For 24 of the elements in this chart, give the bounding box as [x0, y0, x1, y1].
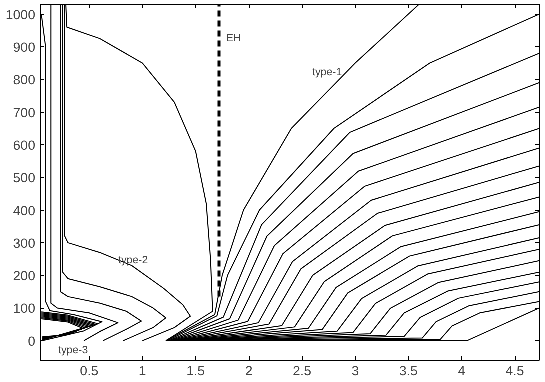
y-tick-label: 300: [13, 236, 36, 251]
x-tick-label: 3: [352, 364, 360, 378]
annotation: type-3: [58, 344, 88, 356]
y-tick-label: 500: [13, 170, 36, 186]
y-tick-label: 900: [13, 40, 36, 55]
y-tick-label: 700: [13, 105, 36, 120]
x-tick-label: 1.5: [186, 364, 206, 378]
annotation: EH: [226, 32, 242, 44]
x-tick-label: 1: [138, 364, 146, 378]
y-tick-label: 600: [13, 138, 36, 153]
annotation: type-2: [118, 254, 148, 266]
y-tick-label: 200: [13, 268, 36, 284]
y-tick-label: 100: [13, 301, 36, 316]
x-tick-label: 4.5: [506, 364, 524, 378]
y-tick-label: 400: [13, 203, 36, 218]
x-tick-label: 2: [245, 364, 253, 378]
x-tick-label: 2.5: [292, 364, 312, 378]
y-tick-label: 0: [28, 334, 36, 349]
y-tick-label: 800: [13, 72, 36, 88]
x-tick-label: 0.5: [80, 364, 99, 378]
x-tick-label: 4: [458, 364, 466, 378]
y-tick-label: 1000: [6, 7, 36, 22]
annotation: type-1: [312, 66, 342, 78]
x-tick-label: 3.5: [399, 364, 418, 378]
